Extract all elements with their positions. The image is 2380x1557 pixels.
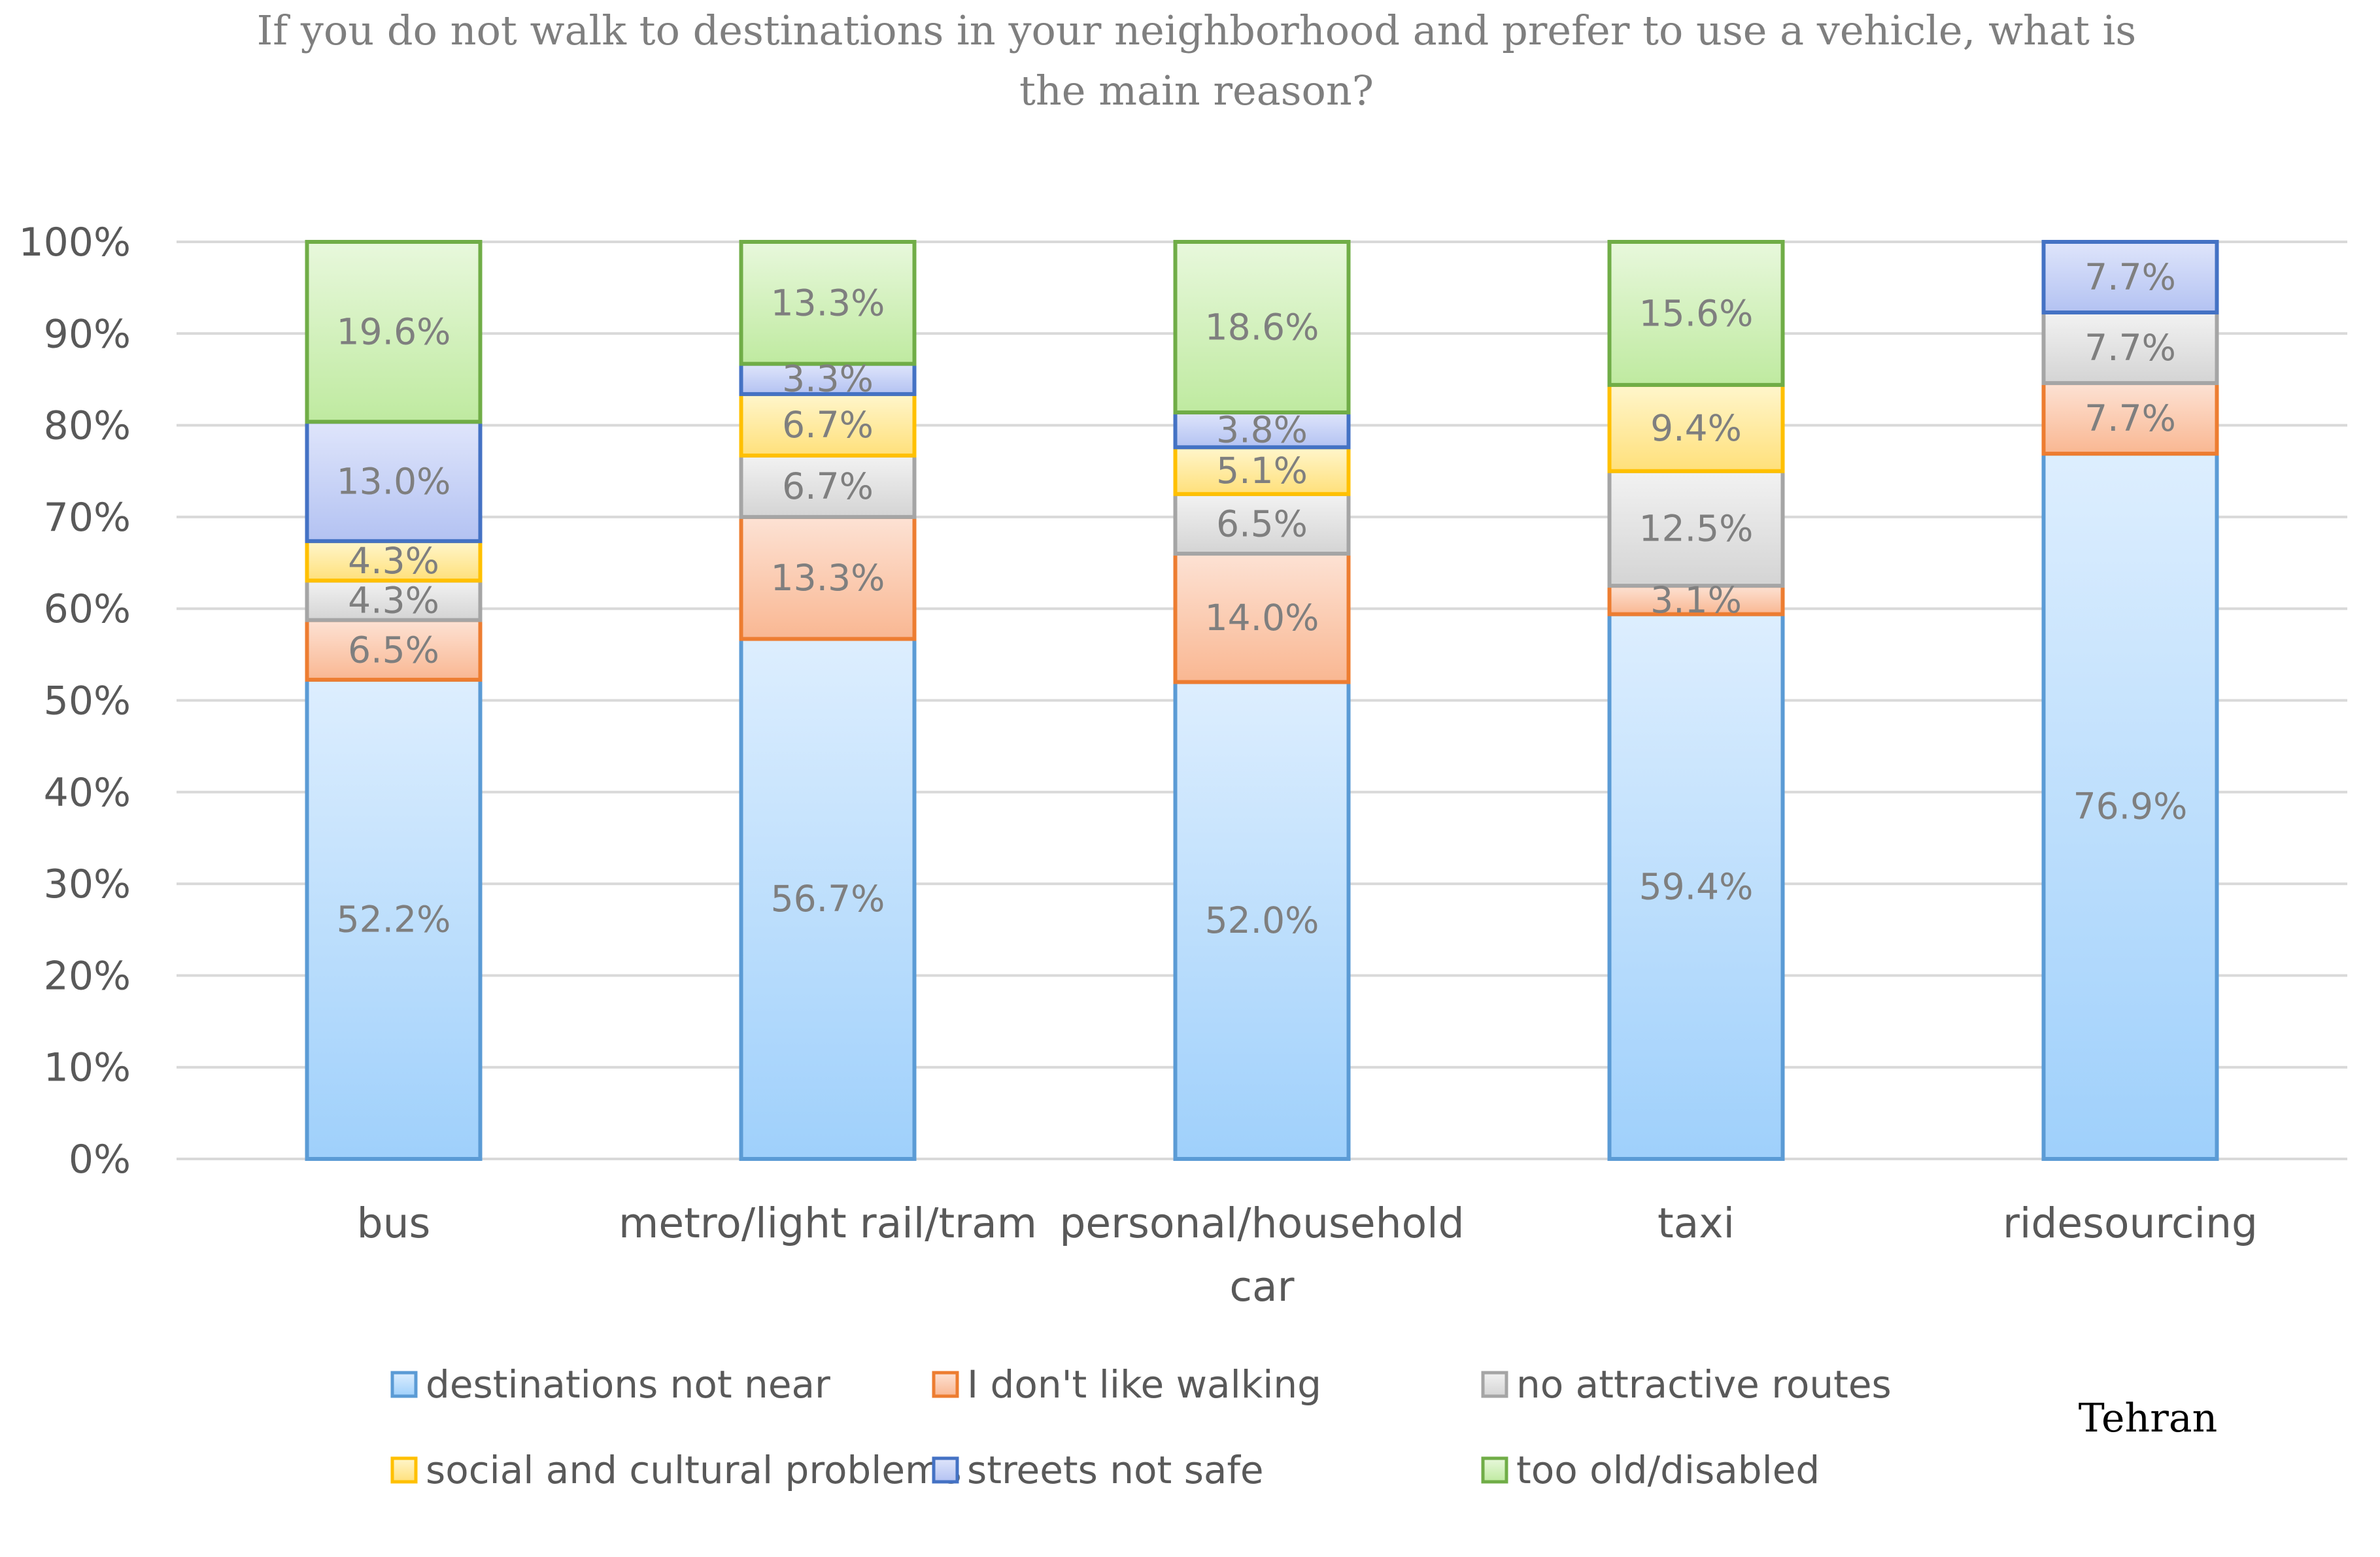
legend-item: social and cultural problems: [390, 1448, 962, 1492]
bar-segment: [1173, 492, 1351, 556]
legend-item: streets not safe: [932, 1448, 1264, 1492]
chart-title-line-2: the main reason?: [1019, 67, 1374, 114]
y-tick-label: 90%: [44, 311, 131, 357]
data-label: 9.4%: [1650, 407, 1742, 449]
y-tick-label: 100%: [18, 220, 131, 265]
y-tick-label: 10%: [44, 1045, 131, 1091]
data-label: 12.5%: [1639, 507, 1754, 549]
bar-segment: [739, 514, 917, 641]
legend-swatch: [932, 1456, 959, 1484]
y-tick-label: 0%: [69, 1137, 131, 1182]
category-label: car: [1229, 1263, 1294, 1311]
legend-item: destinations not near: [390, 1362, 830, 1407]
bar-segment: [305, 420, 483, 543]
legend-label: I don't like walking: [967, 1362, 1321, 1407]
data-label: 7.7%: [2084, 397, 2176, 439]
data-label: 15.6%: [1639, 292, 1754, 334]
bar-segment: [739, 240, 917, 366]
data-label: 13.3%: [771, 282, 885, 324]
data-label: 3.8%: [1216, 409, 1308, 451]
y-tick-label: 30%: [44, 862, 131, 907]
data-label: 76.9%: [2073, 786, 2188, 828]
legend: destinations not near I don't like walkin…: [390, 1362, 1892, 1492]
bar-segment: [739, 453, 917, 519]
bars: [305, 240, 2219, 1161]
bar-segment: [1173, 240, 1351, 414]
legend-label: streets not safe: [967, 1448, 1264, 1492]
data-label: 13.0%: [337, 461, 451, 503]
data-label: 4.3%: [348, 540, 439, 582]
legend-item: no attractive routes: [1481, 1362, 1892, 1407]
y-tick-label: 40%: [44, 770, 131, 816]
category-label: ridesourcing: [2003, 1199, 2258, 1247]
bar-segment: [1607, 240, 1785, 387]
y-tick-label: 50%: [44, 678, 131, 724]
legend-swatch: [932, 1371, 959, 1398]
data-label: 3.1%: [1650, 579, 1742, 621]
data-label: 52.0%: [1205, 899, 1319, 941]
y-axis-tick-labels: 0% 10% 20% 30% 40% 50% 60% 70% 80% 90% 100%: [18, 220, 131, 1182]
data-label: 59.4%: [1639, 865, 1754, 907]
bar-segment: [305, 539, 483, 583]
category-label: bus: [357, 1199, 431, 1247]
legend-item: too old/disabled: [1481, 1448, 1820, 1492]
legend-item: I don't like walking: [932, 1362, 1321, 1407]
legend-label: no attractive routes: [1516, 1362, 1892, 1407]
data-label: 7.7%: [2084, 256, 2176, 298]
legend-label: social and cultural problems: [426, 1448, 962, 1492]
y-tick-label: 20%: [44, 953, 131, 999]
bar-segment: [305, 240, 483, 424]
category-label: taxi: [1658, 1199, 1735, 1247]
bar-segment: [1607, 612, 1785, 1161]
data-label: 5.1%: [1216, 450, 1308, 492]
legend-label: destinations not near: [426, 1362, 830, 1407]
data-label: 6.5%: [1216, 503, 1308, 544]
data-label: 6.7%: [782, 465, 874, 507]
bar-segment: [739, 392, 917, 458]
legend-label: too old/disabled: [1516, 1448, 1820, 1492]
data-label: 18.6%: [1205, 306, 1319, 348]
city-annotation: Tehran: [2079, 1396, 2218, 1441]
data-label: 3.3%: [782, 358, 874, 400]
y-tick-label: 60%: [44, 586, 131, 632]
category-label: personal/household: [1059, 1199, 1464, 1247]
bar-segment: [1173, 552, 1351, 684]
bar-segment: [739, 637, 917, 1161]
bar-segment: [305, 677, 483, 1161]
x-axis-category-labels: bus metro/light rail/tram personal/househo…: [357, 1199, 2258, 1311]
data-label: 14.0%: [1205, 597, 1319, 639]
category-label: metro/light rail/tram: [619, 1199, 1037, 1247]
chart-title-line-1: If you do not walk to destinations in yo…: [257, 7, 2136, 54]
legend-swatch: [1481, 1456, 1508, 1484]
bar-segment: [1173, 445, 1351, 496]
data-label: 52.2%: [337, 898, 451, 940]
data-label: 56.7%: [771, 878, 885, 920]
data-label: 6.7%: [782, 404, 874, 446]
data-label: 13.3%: [771, 557, 885, 599]
data-label: 19.6%: [337, 311, 451, 353]
legend-swatch: [390, 1371, 418, 1398]
data-label: 6.5%: [348, 629, 439, 671]
data-label: 7.7%: [2084, 327, 2176, 369]
data-label: 4.3%: [348, 579, 439, 621]
chart-title: If you do not walk to destinations in yo…: [257, 7, 2136, 114]
bar-segment: [1173, 410, 1351, 450]
y-tick-label: 70%: [44, 495, 131, 541]
bar-segment: [2041, 240, 2219, 315]
legend-swatch: [390, 1456, 418, 1484]
y-tick-label: 80%: [44, 403, 131, 449]
legend-swatch: [1481, 1371, 1508, 1398]
data-labels: 52.2% 6.5% 4.3%4.3% 13.0% 19.6% 56.7% 13.3% 6.7…: [337, 256, 2188, 941]
